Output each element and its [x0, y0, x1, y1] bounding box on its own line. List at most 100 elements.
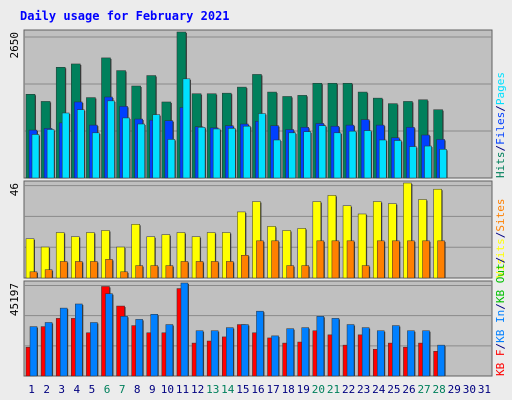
legend-entry: Pages — [494, 72, 507, 105]
bar — [378, 139, 387, 179]
bar — [394, 140, 402, 179]
bar — [61, 112, 70, 179]
bar — [376, 330, 385, 377]
bar — [241, 324, 249, 377]
bar — [210, 330, 219, 377]
legend-entry: / — [494, 145, 507, 152]
x-tick-label: 12 — [191, 383, 204, 396]
bar — [301, 327, 309, 377]
bar — [316, 316, 325, 377]
x-tick-label: 27 — [417, 383, 430, 396]
bar — [333, 132, 342, 179]
series-kb-in — [29, 282, 446, 377]
x-tick-label: 6 — [104, 383, 111, 396]
series-visits — [25, 182, 443, 279]
x-tick-label: 3 — [58, 383, 65, 396]
bar — [392, 325, 400, 377]
bar — [165, 324, 174, 377]
bar — [29, 271, 38, 279]
bar — [392, 240, 400, 279]
bar — [92, 132, 100, 179]
bar — [439, 149, 447, 179]
bar — [46, 129, 55, 179]
legend-entry: Files — [494, 112, 507, 145]
x-tick-label: 14 — [221, 383, 235, 396]
bar — [243, 125, 251, 179]
bar — [150, 314, 159, 377]
bar — [437, 240, 445, 279]
bar — [75, 261, 83, 279]
bar — [29, 326, 38, 377]
legend-entry: Visits — [494, 238, 507, 278]
bar — [346, 240, 355, 279]
bar — [137, 123, 145, 179]
x-tick-label: 10 — [161, 383, 174, 396]
bar — [59, 261, 68, 279]
bar — [44, 322, 53, 377]
series-pages — [31, 78, 448, 179]
x-tick-label: 2 — [43, 383, 50, 396]
panel-visits-legend: Visits/Sites — [494, 199, 507, 279]
x-tick-label: 11 — [176, 383, 189, 396]
bar — [348, 130, 357, 179]
bar — [77, 109, 85, 179]
x-tick-label: 20 — [312, 383, 325, 396]
bar — [303, 131, 311, 179]
bar — [228, 128, 236, 179]
panel-visits: 46 Visits/Sites — [8, 180, 507, 279]
bar — [135, 265, 143, 279]
panel-kbytes-legend: KB F/KB In/KB Out/ — [494, 257, 507, 376]
bar — [331, 318, 340, 377]
panel-hits-max-label: 2650 — [8, 32, 21, 59]
bar — [331, 240, 340, 279]
bar — [318, 125, 327, 179]
bar — [135, 319, 143, 377]
bar — [167, 139, 176, 179]
bar — [361, 327, 370, 377]
bar — [120, 271, 128, 279]
chart-title: Daily usage for February 2021 — [20, 9, 230, 23]
bar — [286, 265, 294, 279]
x-tick-label: 5 — [89, 383, 96, 396]
bar — [120, 316, 128, 377]
bar — [422, 330, 430, 377]
bar — [122, 117, 130, 179]
x-tick-label: 18 — [282, 383, 295, 396]
panel-kbytes-max-label: 45197 — [8, 283, 21, 316]
x-tick-label: 9 — [149, 383, 156, 396]
bar — [316, 240, 325, 279]
bar — [409, 146, 417, 179]
bar — [286, 328, 294, 377]
bar — [197, 127, 206, 179]
x-tick-label: 28 — [433, 383, 446, 396]
bar — [150, 265, 159, 279]
bar — [407, 240, 415, 279]
bar — [301, 265, 309, 279]
legend-entry: Sites — [494, 199, 507, 232]
legend-entry: / — [494, 232, 507, 239]
bar — [195, 261, 204, 279]
x-tick-label: 15 — [236, 383, 249, 396]
x-tick-label: 30 — [463, 383, 476, 396]
x-tick-label: 8 — [134, 383, 141, 396]
x-tick-label: 29 — [448, 383, 461, 396]
x-tick-label: 21 — [327, 383, 340, 396]
bar — [271, 335, 279, 377]
x-tick-label: 19 — [297, 383, 310, 396]
bar — [180, 261, 189, 279]
x-tick-label: 24 — [372, 383, 386, 396]
x-tick-label: 25 — [387, 383, 400, 396]
x-tick-label: 26 — [402, 383, 415, 396]
bar — [407, 330, 415, 377]
series-sites — [29, 240, 446, 279]
bar — [226, 261, 234, 279]
x-tick-label: 23 — [357, 383, 370, 396]
bar — [165, 265, 174, 279]
legend-entry: KB F — [494, 350, 507, 377]
panel-visits-max-label: 46 — [8, 183, 21, 196]
legend-entry: / — [494, 343, 507, 350]
bar — [195, 330, 204, 377]
bar — [90, 261, 98, 279]
bar — [107, 100, 115, 179]
